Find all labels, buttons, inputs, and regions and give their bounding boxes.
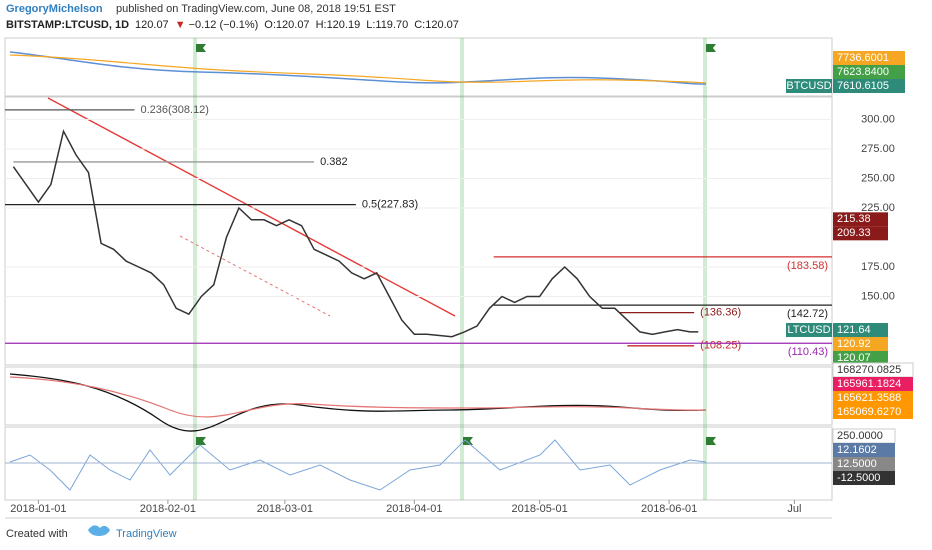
- y-tick-label: 175.00: [861, 261, 895, 273]
- panel-badge-label: 165621.3588: [837, 392, 901, 404]
- x-tick-label: Jul: [787, 503, 801, 515]
- level-label: (136.36): [700, 307, 741, 319]
- price-badge-label: 120.07: [837, 352, 871, 364]
- price-panel: [4, 96, 833, 366]
- panel-badge-label: 7623.8400: [837, 66, 889, 78]
- panel-badge-label: 165069.6270: [837, 406, 901, 418]
- legend-item: H:120.19: [316, 19, 361, 31]
- symbol-legend: BITSTAMP:LTCUSD, 1D 120.07 ▼ −0.12 (−0.1%) O…: [6, 19, 459, 31]
- footer-brand[interactable]: TradingView: [116, 528, 177, 540]
- panel-badge: [833, 443, 895, 457]
- price-chart: 300.00 275.00 250.00 225.00 175.00 150.00 2018…: [5, 104, 895, 515]
- panel-badge-label: 165961.1824: [837, 378, 901, 390]
- y-tick-label: 275.00: [861, 143, 895, 155]
- symbol-tag: [786, 323, 832, 338]
- x-tick-label: 2018-06-01: [641, 503, 697, 515]
- y-tick-label: 300.00: [861, 113, 895, 125]
- author[interactable]: GregoryMichelson: [6, 3, 103, 15]
- legend-item: −0.12 (−0.1%): [189, 19, 259, 31]
- price-badge: [833, 351, 888, 366]
- symbol-tag-label: BTCUSD: [786, 80, 831, 92]
- band: [703, 38, 707, 500]
- x-tick-label: 2018-02-01: [140, 503, 196, 515]
- btc-line: [9, 51, 707, 85]
- y-tick-label: 150.00: [861, 290, 895, 302]
- level-label: 0.5(227.83): [362, 199, 418, 211]
- price-badge-label: 215.38: [837, 213, 871, 225]
- panel-badge-label: 168270.0825: [837, 364, 901, 376]
- level-label: 0.382: [320, 156, 348, 168]
- level-label: (110.43): [788, 346, 828, 358]
- price-badge: [833, 337, 888, 352]
- panel-badge-label: 7736.6001: [837, 52, 889, 64]
- symbol-tag: [786, 79, 832, 93]
- trend-line: [47, 97, 456, 317]
- btc-average: [9, 54, 707, 84]
- panel-badge: [833, 51, 905, 65]
- flag: [196, 44, 206, 58]
- panel-badge-label: 7610.6105: [837, 80, 889, 92]
- panel-badge: [833, 79, 905, 93]
- y-tick-label: 250.00: [861, 172, 895, 184]
- symbol-tag-label: LTCUSD: [787, 324, 830, 336]
- btc-panel: [4, 37, 833, 97]
- price-badge-label: 120.92: [837, 338, 871, 350]
- legend-item: ▼: [175, 19, 186, 31]
- x-tick-label: 2018-04-01: [386, 503, 442, 515]
- level-label: (183.58): [787, 260, 828, 272]
- x-tick-label: 2018-05-01: [511, 503, 567, 515]
- x-tick-label: 2018-01-01: [10, 503, 66, 515]
- highlights: [193, 38, 707, 500]
- published: published on TradingView.com, June 08, 2…: [116, 3, 396, 15]
- band: [460, 38, 464, 500]
- legend-item: 120.07: [135, 19, 169, 31]
- level-label: (108.25): [700, 340, 741, 352]
- panel-badge: [833, 65, 905, 79]
- panel-badge: [833, 405, 913, 419]
- price-badge: [833, 226, 888, 241]
- price-badge: [833, 323, 888, 338]
- flag: [196, 437, 206, 451]
- panel-badge: [833, 471, 895, 485]
- y-tick-label: 225.00: [861, 202, 895, 214]
- price-badge: [833, 212, 888, 227]
- level-label: 0.236(308.12): [140, 104, 209, 116]
- flag: [706, 437, 716, 451]
- panel-badge-label: 12.1602: [837, 444, 877, 456]
- panel-badges: 7736.6001 7623.8400 7610.6105 BTCUSD 168270.…: [786, 51, 914, 485]
- level-label: (142.72): [787, 308, 828, 320]
- footer-created: Created with: [6, 528, 68, 540]
- price-badge-label: 121.64: [837, 324, 871, 336]
- panel-badge-label: -12.5000: [837, 472, 880, 484]
- panel-badge: [833, 391, 913, 405]
- panel-badge: [833, 377, 913, 391]
- legend-item: O:120.07: [264, 19, 309, 31]
- indicator-panel: [4, 366, 833, 426]
- panel-badge-label: 250.0000: [837, 430, 883, 442]
- legend-item: L:119.70: [366, 19, 408, 31]
- trend-line: [179, 235, 331, 317]
- panel-badge: [833, 457, 895, 471]
- band: [193, 38, 197, 500]
- flag: [706, 44, 716, 58]
- indicator-average: [9, 376, 707, 418]
- logo: [88, 525, 110, 536]
- price-line: [12, 129, 699, 338]
- legend-item: BITSTAMP:LTCUSD, 1D: [6, 19, 129, 31]
- legend-item: C:120.07: [414, 19, 459, 31]
- x-tick-label: 2018-03-01: [257, 503, 313, 515]
- price-badge-label: 209.33: [837, 227, 871, 239]
- panel-badge-label: 12.5000: [837, 458, 877, 470]
